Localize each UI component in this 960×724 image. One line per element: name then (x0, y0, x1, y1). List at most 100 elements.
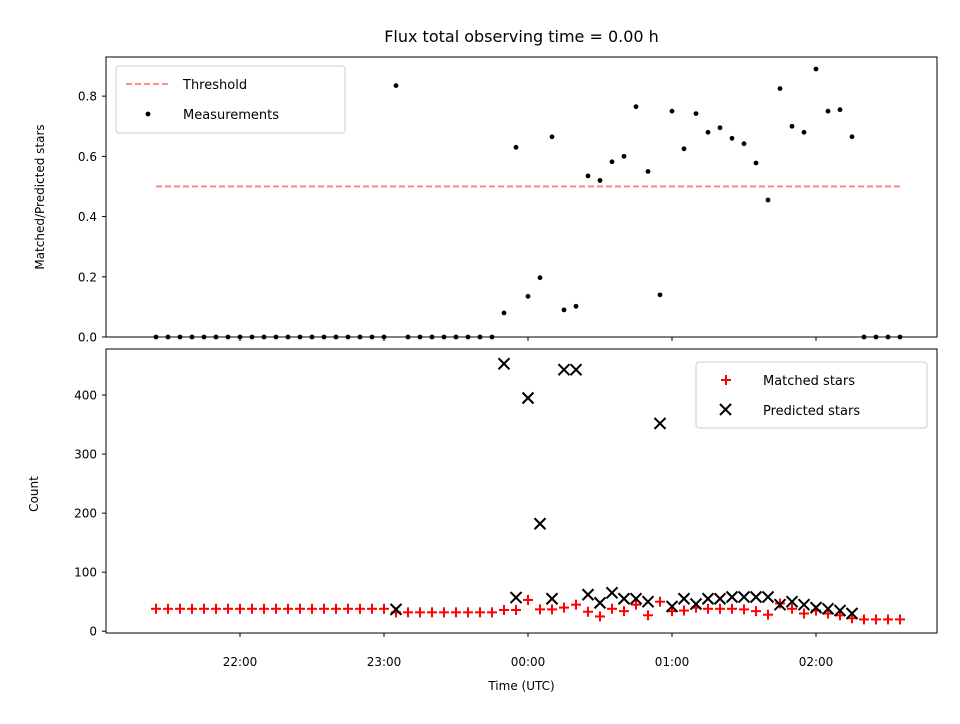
measurement-point (537, 275, 543, 281)
legend-matched-swatch (721, 375, 731, 385)
measurement-point (849, 134, 855, 140)
predicted-star-point (521, 391, 535, 405)
matched-star-point (523, 594, 533, 605)
measurement-point (777, 86, 783, 92)
legend-measurements-swatch (145, 111, 151, 117)
predicted-star-point (581, 588, 595, 601)
matched-star-point (379, 603, 389, 614)
top-legend-box (115, 65, 346, 134)
measurement-point (729, 135, 735, 141)
predicted-star-point (665, 600, 679, 613)
predicted-star-point (737, 590, 751, 604)
matched-star-point (763, 609, 773, 620)
matched-star-point (427, 607, 437, 618)
matched-star-point (631, 599, 641, 610)
legend-matched-label: Matched stars (763, 374, 855, 389)
matched-star-point (895, 614, 905, 625)
chart-title: Flux total observing time = 0.00 h (384, 27, 659, 46)
measurement-point (561, 307, 567, 313)
predicted-star-point (713, 592, 727, 605)
bottom-y-tick-label: 400 (74, 389, 97, 403)
matched-star-point (607, 603, 617, 614)
matched-star-point (739, 604, 749, 615)
matched-star-point (787, 603, 797, 614)
measurement-point (645, 169, 651, 174)
matched-star-point (367, 603, 377, 614)
matched-star-point (151, 603, 161, 614)
x-tick-label: 01:00 (655, 655, 690, 669)
predicted-star-point (617, 592, 631, 605)
top-axes-frame (105, 56, 938, 338)
measurement-point (801, 129, 807, 135)
matched-star-point (679, 605, 689, 616)
measurement-point (513, 144, 519, 150)
predicted-star-point (785, 595, 799, 608)
bottom-y-tick-label: 100 (74, 566, 97, 580)
predicted-star-point (821, 602, 835, 615)
matched-star-point (247, 603, 257, 614)
matched-star-point (487, 607, 497, 618)
predicted-star-point (809, 601, 823, 614)
measurement-point (837, 107, 843, 113)
predicted-star-point (533, 517, 547, 530)
measurement-point (657, 292, 663, 298)
matched-star-point (499, 604, 509, 615)
matched-star-point (871, 614, 881, 625)
predicted-star-point (749, 590, 763, 604)
matched-star-point (223, 603, 233, 614)
top-panel: 0.00.20.40.60.8 Matched/Predicted stars … (33, 56, 938, 345)
matched-star-point (439, 607, 449, 618)
matched-star-point (571, 599, 581, 610)
x-axis-label: Time (UTC) (487, 679, 554, 693)
legend-predicted-label: Predicted stars (763, 404, 860, 419)
matched-star-point (283, 603, 293, 614)
predicted-star-point (509, 591, 523, 604)
matched-star-point (163, 603, 173, 614)
predicted-star-point (701, 592, 715, 605)
predicted-star-point (833, 604, 847, 617)
matched-star-point (643, 610, 653, 621)
bottom-y-axis-label: Count (27, 476, 41, 512)
bottom-y-ticks: 0 100 200 300 400 (74, 389, 106, 639)
x-tick-label: 22:00 (223, 655, 258, 669)
measurement-point (525, 293, 531, 299)
bottom-data-layer (151, 357, 905, 625)
measurement-point (705, 129, 711, 135)
matched-star-point (463, 607, 473, 618)
matched-star-point (295, 603, 305, 614)
measurement-point (597, 178, 603, 183)
measurement-point (669, 108, 675, 114)
matched-star-point (715, 603, 725, 614)
matched-star-point (751, 606, 761, 617)
legend-measurements-label: Measurements (183, 108, 279, 123)
matched-star-point (583, 606, 593, 617)
matched-star-point (175, 603, 185, 614)
matched-star-point (451, 607, 461, 618)
measurement-point (813, 66, 819, 72)
matched-star-point (475, 607, 485, 618)
matched-star-point (187, 603, 197, 614)
bottom-axes-frame (105, 348, 938, 634)
matched-star-point (319, 603, 329, 614)
bottom-y-tick-label: 0 (89, 625, 97, 639)
matched-star-point (343, 603, 353, 614)
predicted-star-point (773, 598, 787, 611)
top-y-tick-label: 0.8 (78, 90, 97, 104)
predicted-star-point (605, 586, 619, 600)
matched-star-point (259, 603, 269, 614)
predicted-star-point (761, 590, 775, 604)
measurement-point (765, 197, 771, 203)
measurement-point (789, 123, 795, 129)
bottom-legend-box (695, 361, 928, 429)
predicted-star-point (677, 592, 691, 605)
x-tick-label: 23:00 (367, 655, 402, 669)
bottom-x-ticks: 22:00 23:00 00:00 01:00 02:00 (223, 633, 833, 669)
bottom-y-tick-label: 200 (74, 507, 97, 521)
top-y-tick-label: 0.4 (78, 210, 97, 224)
matched-star-point (403, 607, 413, 618)
measurement-point (573, 303, 579, 309)
top-y-tick-label: 0.0 (78, 331, 97, 345)
predicted-star-point (545, 592, 559, 605)
predicted-star-point (725, 590, 739, 604)
